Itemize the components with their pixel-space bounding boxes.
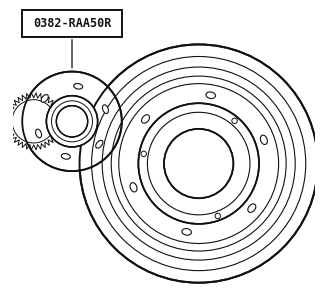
Circle shape bbox=[12, 100, 55, 143]
Ellipse shape bbox=[41, 95, 48, 102]
Circle shape bbox=[22, 72, 122, 171]
Ellipse shape bbox=[142, 115, 150, 123]
Ellipse shape bbox=[96, 140, 103, 148]
Circle shape bbox=[215, 213, 220, 219]
FancyBboxPatch shape bbox=[22, 10, 122, 37]
Polygon shape bbox=[5, 93, 62, 150]
Ellipse shape bbox=[182, 228, 192, 235]
Ellipse shape bbox=[102, 105, 109, 114]
Ellipse shape bbox=[74, 84, 83, 89]
Circle shape bbox=[56, 106, 88, 137]
Circle shape bbox=[232, 118, 237, 124]
Ellipse shape bbox=[35, 129, 42, 138]
Ellipse shape bbox=[248, 204, 256, 212]
Circle shape bbox=[141, 151, 146, 157]
Ellipse shape bbox=[61, 154, 70, 159]
Circle shape bbox=[46, 96, 98, 147]
Circle shape bbox=[80, 45, 318, 283]
Circle shape bbox=[5, 93, 62, 150]
Circle shape bbox=[164, 129, 233, 198]
Circle shape bbox=[138, 103, 259, 224]
Text: 0382-RAA50R: 0382-RAA50R bbox=[33, 17, 111, 30]
Ellipse shape bbox=[206, 92, 215, 98]
Ellipse shape bbox=[260, 135, 267, 145]
Ellipse shape bbox=[130, 183, 137, 192]
